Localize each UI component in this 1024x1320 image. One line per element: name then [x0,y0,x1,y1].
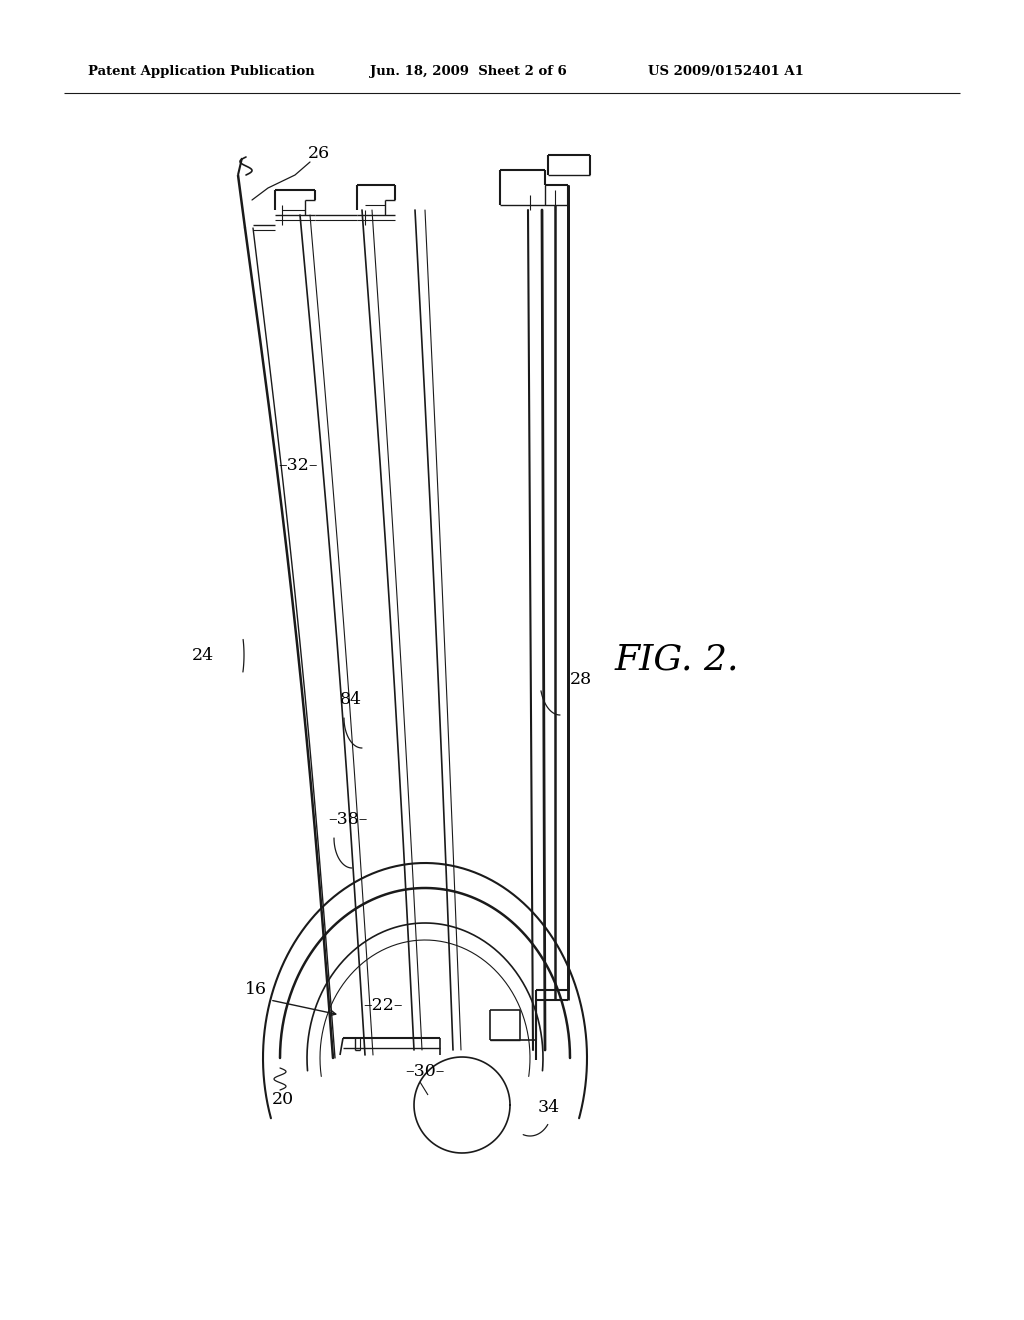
Text: –30–: –30– [406,1064,444,1081]
Text: –32–: –32– [278,457,317,474]
Text: Jun. 18, 2009  Sheet 2 of 6: Jun. 18, 2009 Sheet 2 of 6 [370,66,566,78]
Text: 84: 84 [340,692,362,709]
Text: 34: 34 [538,1100,560,1117]
Text: FIG. 2.: FIG. 2. [615,643,739,677]
Text: 24: 24 [193,647,214,664]
Text: 28: 28 [570,672,592,689]
Text: –22–: –22– [362,997,402,1014]
Text: Patent Application Publication: Patent Application Publication [88,66,314,78]
Text: 20: 20 [272,1092,294,1109]
Text: 16: 16 [245,982,267,998]
Text: US 2009/0152401 A1: US 2009/0152401 A1 [648,66,804,78]
Text: 26: 26 [308,144,330,161]
Text: –38–: –38– [328,812,368,829]
